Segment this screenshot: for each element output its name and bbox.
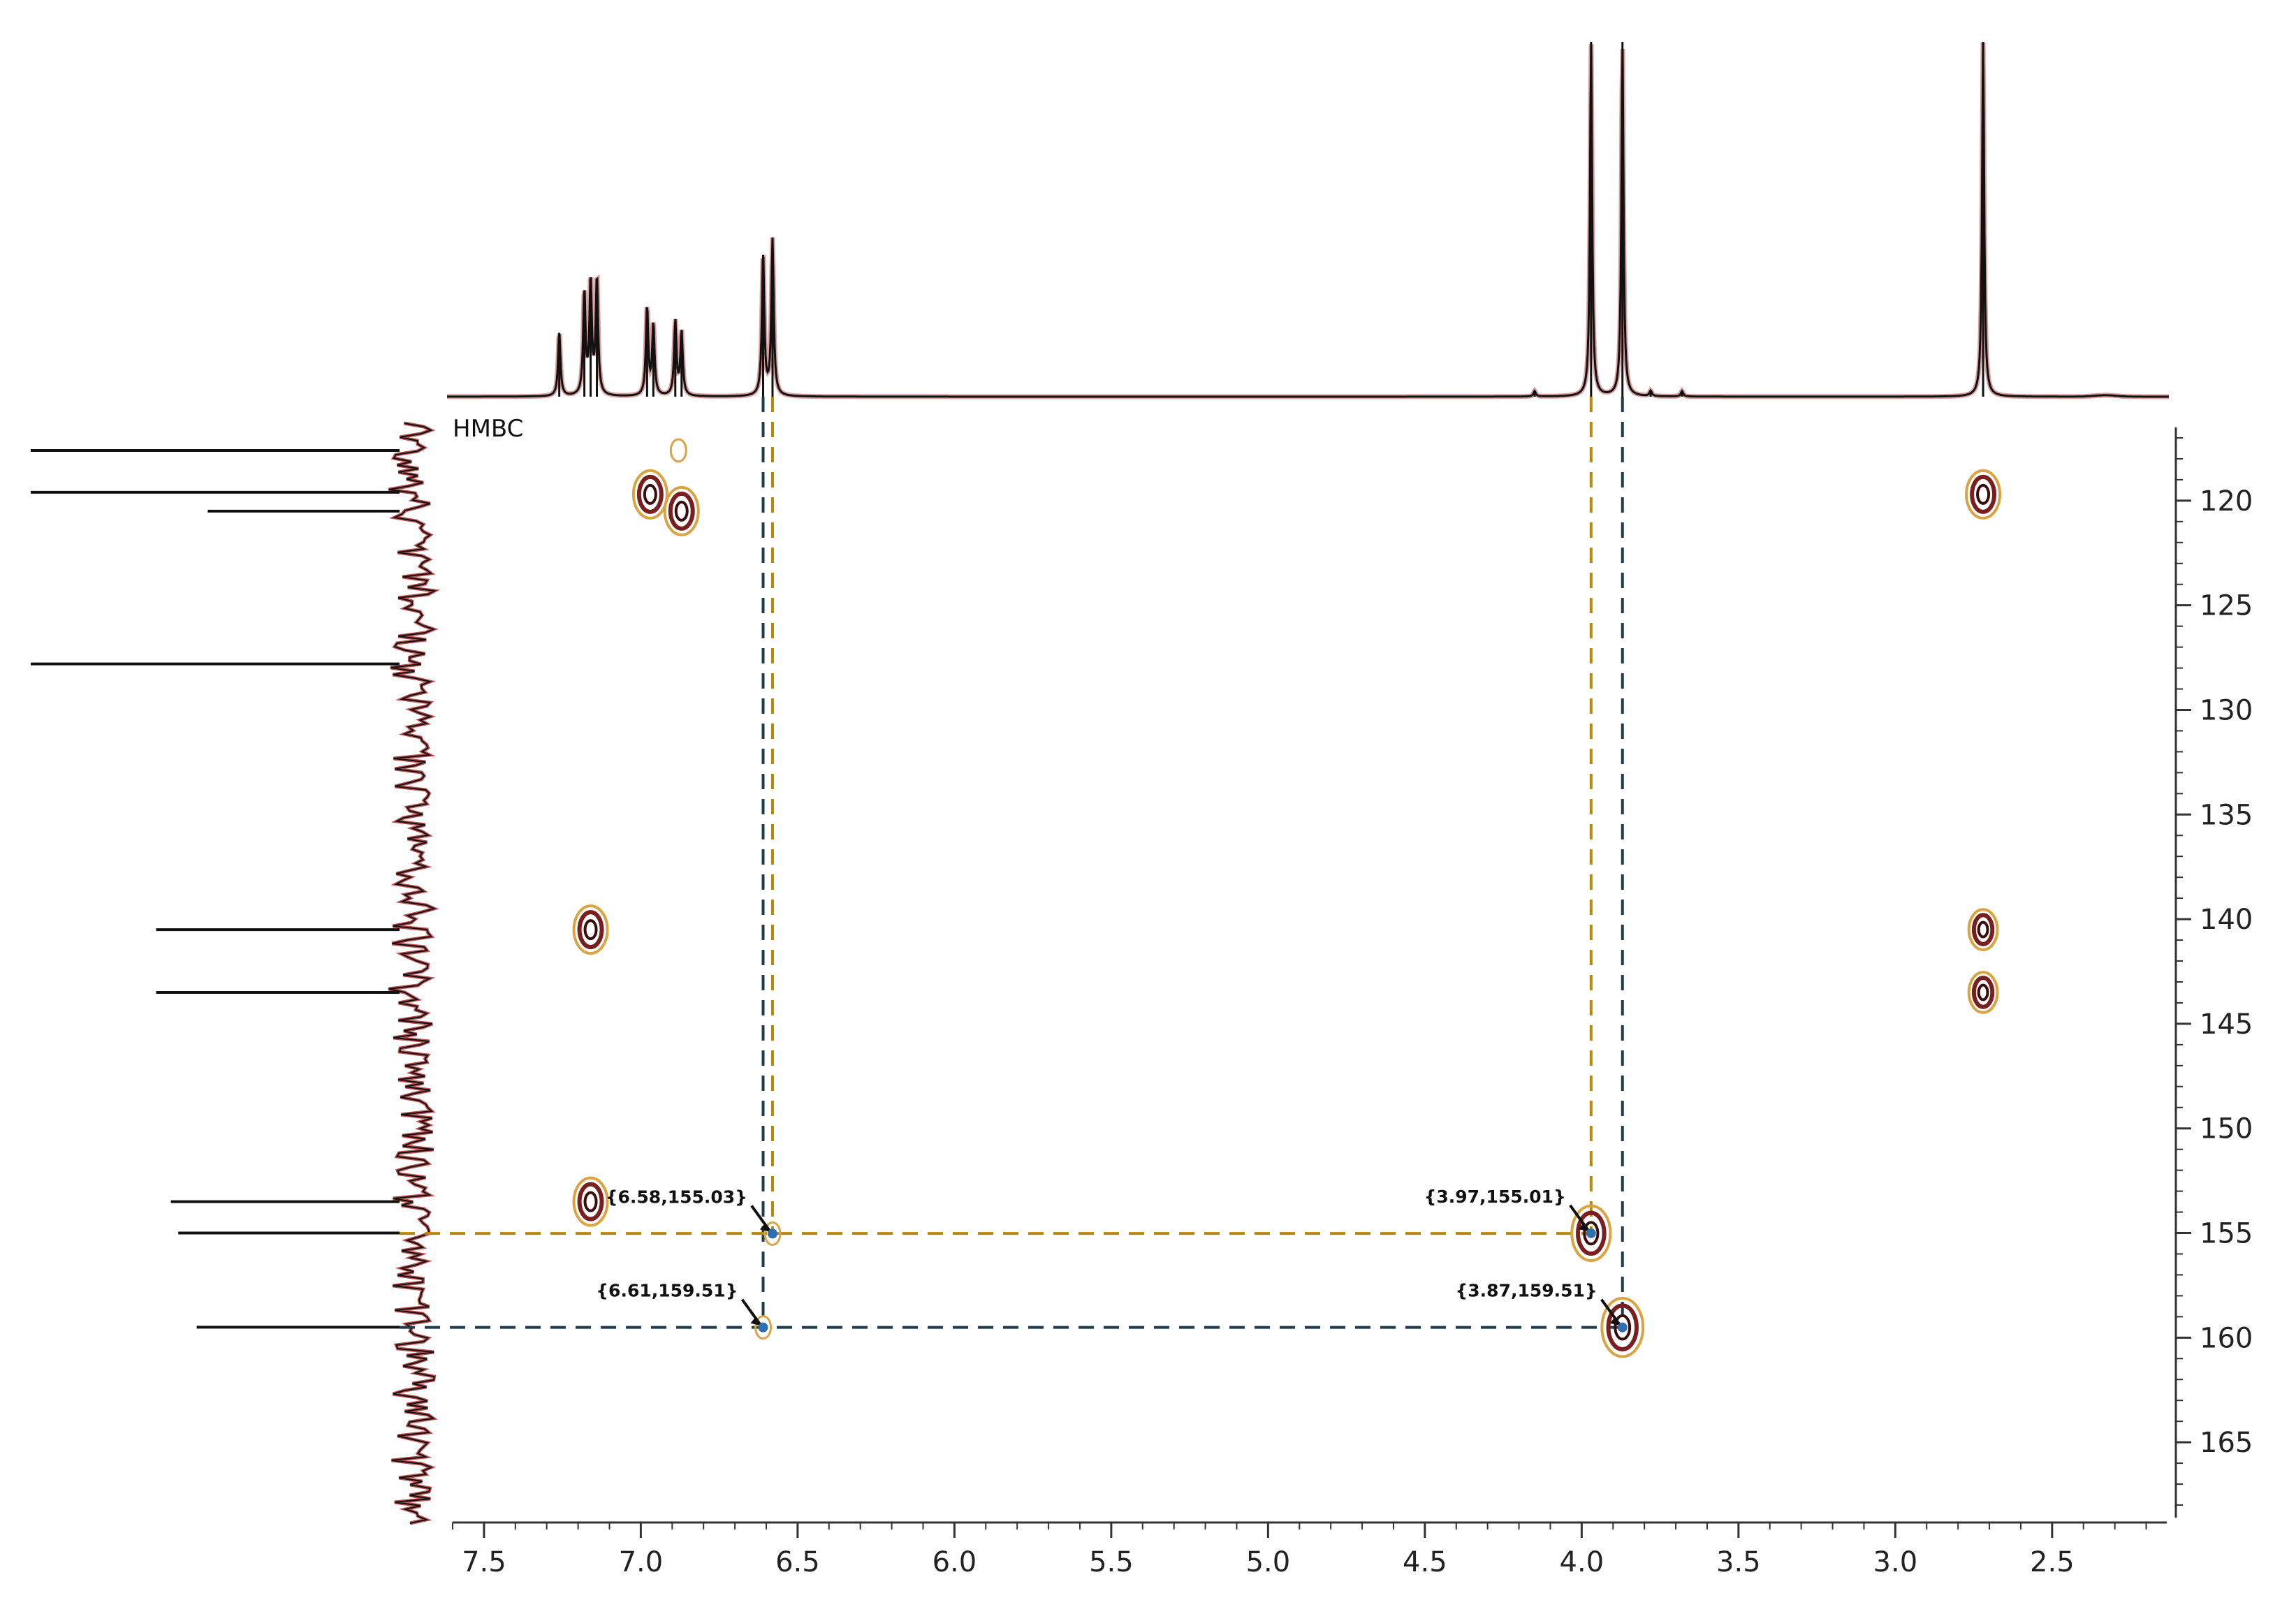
contour-inner bbox=[643, 483, 657, 505]
x-tick-label: 3.0 bbox=[1873, 1546, 1918, 1578]
plot-title: HMBC bbox=[453, 415, 523, 443]
cross-peaks bbox=[572, 438, 2002, 1358]
carbon-noise bbox=[388, 423, 437, 1524]
x-tick-label: 6.5 bbox=[775, 1546, 820, 1578]
x-tick-label: 4.0 bbox=[1560, 1546, 1604, 1578]
annotation-arrowhead bbox=[750, 1316, 762, 1326]
annotation: {6.61,159.51} bbox=[596, 1281, 768, 1333]
contour-mid bbox=[577, 1182, 604, 1221]
peak-annotations: {6.58,155.03} {3.97,155.01} {6.61,159.51} {… bbox=[596, 1187, 1628, 1333]
y-tick-label: 155 bbox=[2200, 1218, 2253, 1250]
cross-peak bbox=[631, 469, 668, 520]
contour-outer bbox=[631, 469, 668, 520]
contour-outer bbox=[669, 438, 687, 463]
contour-inner bbox=[583, 919, 598, 941]
annotation-label: {3.87,159.51} bbox=[1455, 1281, 1597, 1301]
x-tick-label: 6.0 bbox=[933, 1546, 977, 1578]
contour-outer bbox=[572, 1176, 609, 1227]
x-tick-label: 2.5 bbox=[2030, 1546, 2075, 1578]
y-tick-label: 135 bbox=[2200, 799, 2253, 831]
cross-peak bbox=[1965, 469, 2002, 520]
annotation-marker bbox=[758, 1322, 768, 1333]
contour-outer bbox=[1570, 1204, 1612, 1263]
contour-inner bbox=[1977, 983, 1989, 1001]
cross-peak bbox=[572, 904, 609, 955]
contour-outer bbox=[1967, 908, 1999, 951]
contour-outer bbox=[1965, 469, 2002, 520]
y-tick-label: 150 bbox=[2200, 1113, 2253, 1145]
cross-peak bbox=[1967, 971, 1999, 1014]
proton-trace-shadow bbox=[447, 42, 2169, 399]
x-tick-label: 7.0 bbox=[619, 1546, 664, 1578]
annotation-marker bbox=[1586, 1228, 1596, 1238]
cross-peak bbox=[1600, 1296, 1645, 1358]
cross-peak bbox=[669, 438, 687, 463]
y-tick-label: 125 bbox=[2200, 590, 2253, 622]
cross-peak bbox=[572, 1176, 609, 1227]
y-tick-label: 160 bbox=[2200, 1322, 2253, 1354]
y-tick-label: 120 bbox=[2200, 485, 2253, 518]
contour-inner bbox=[1583, 1221, 1600, 1246]
contour-mid bbox=[1971, 913, 1995, 946]
contour-mid bbox=[1606, 1303, 1639, 1351]
contour-mid bbox=[636, 474, 664, 514]
annotation-arrowhead bbox=[1578, 1221, 1590, 1232]
annotation: {3.97,155.01} bbox=[1424, 1187, 1596, 1238]
annotation: {6.58,155.03} bbox=[606, 1187, 777, 1239]
proton-spectrum bbox=[447, 42, 2169, 399]
cross-peak bbox=[1570, 1204, 1612, 1263]
cross-peak bbox=[663, 485, 700, 536]
proton-trace bbox=[447, 42, 2169, 398]
carbon-spectrum bbox=[31, 421, 441, 1525]
x-tick-label: 4.5 bbox=[1403, 1546, 1447, 1578]
contour-outer bbox=[572, 904, 609, 955]
y-tick-label: 145 bbox=[2200, 1008, 2253, 1041]
axes: HMBC 7.5 7.0 6.5 6.0 5.5 5.0 4.5 4.0 3.5 3.0 2.5 12… bbox=[452, 415, 2253, 1578]
annotation-arrowhead bbox=[759, 1222, 771, 1233]
contour-inner bbox=[583, 1191, 598, 1212]
annotation-arrowhead bbox=[1609, 1316, 1621, 1326]
x-tick-label: 5.5 bbox=[1089, 1546, 1134, 1578]
cross-peak bbox=[754, 1315, 773, 1340]
annotation-marker bbox=[1617, 1322, 1628, 1333]
x-tick-label: 3.5 bbox=[1716, 1546, 1761, 1578]
annotation-label: {6.61,159.51} bbox=[596, 1281, 738, 1301]
annotation-label: {3.97,155.01} bbox=[1424, 1187, 1566, 1207]
cross-peak bbox=[763, 1221, 782, 1246]
contour-outer bbox=[763, 1221, 782, 1246]
contour-mid bbox=[1970, 474, 1997, 514]
contour-mid bbox=[1576, 1210, 1607, 1256]
correlation-guides bbox=[400, 397, 1624, 1329]
contour-mid bbox=[668, 491, 695, 531]
cross-peak bbox=[1967, 908, 1999, 951]
contour-inner bbox=[1976, 483, 1991, 505]
contour-outer bbox=[1967, 971, 1999, 1014]
contour-outer bbox=[663, 485, 700, 536]
y-tick-label: 140 bbox=[2200, 904, 2253, 936]
contour-outer bbox=[754, 1315, 773, 1340]
annotation: {3.87,159.51} bbox=[1455, 1281, 1628, 1333]
contour-inner bbox=[1977, 920, 1989, 939]
contour-mid bbox=[1971, 976, 1995, 1009]
y-tick-label: 130 bbox=[2200, 694, 2253, 726]
x-tick-label: 5.0 bbox=[1246, 1546, 1291, 1578]
contour-inner bbox=[1614, 1314, 1632, 1341]
annotation-marker bbox=[767, 1228, 777, 1239]
annotation-label: {6.58,155.03} bbox=[606, 1187, 747, 1207]
x-tick-label: 7.5 bbox=[462, 1546, 506, 1578]
y-tick-label: 165 bbox=[2200, 1427, 2253, 1459]
contour-outer bbox=[1600, 1296, 1645, 1358]
contour-inner bbox=[674, 500, 689, 522]
contour-mid bbox=[577, 910, 604, 950]
